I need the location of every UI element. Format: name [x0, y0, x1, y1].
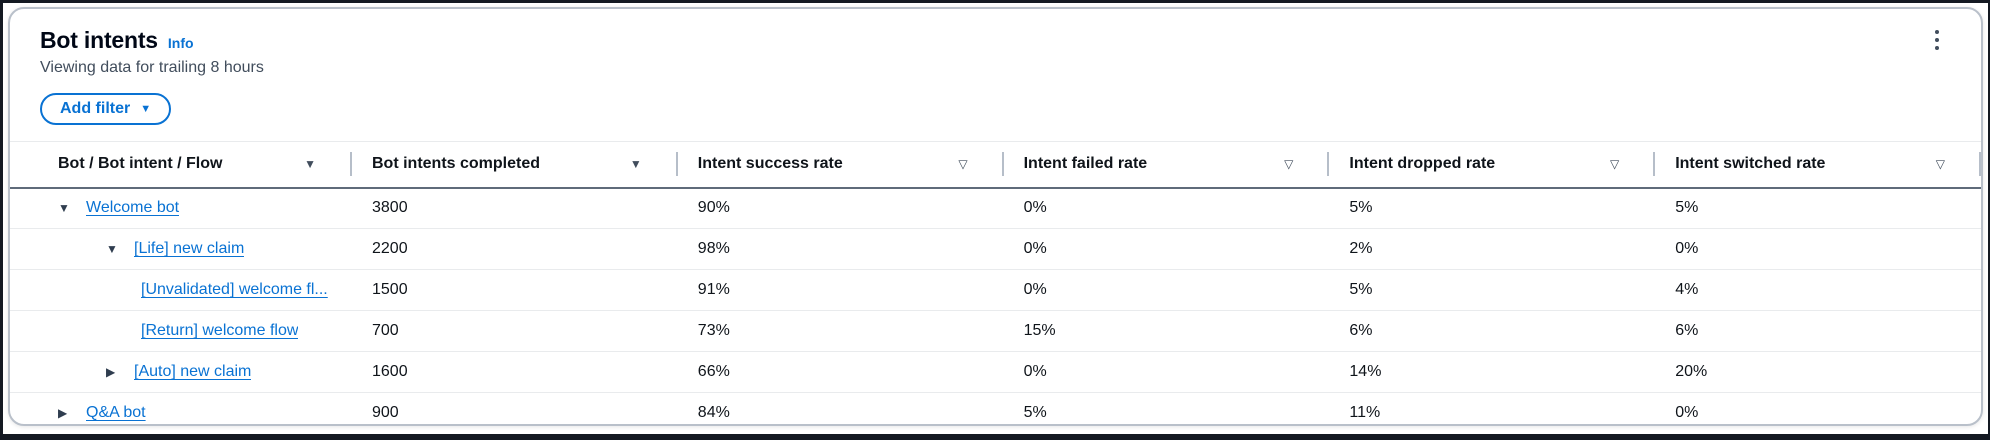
cell-bot-intent-flow: ▶ [Auto] new claim: [10, 351, 352, 393]
kebab-dot: [1935, 46, 1939, 50]
cell-dropped-rate: 2%: [1329, 228, 1656, 270]
column-label: Intent dropped rate: [1349, 155, 1496, 173]
column-filter-icon[interactable]: ▼: [304, 157, 316, 172]
trailing-period-text: Viewing data for trailing 8 hours: [40, 59, 264, 76]
table-row: ▼ [Life] new claim 2200 98% 0% 2% 0%: [10, 228, 1981, 270]
column-header: Intent dropped rate ▽: [1329, 141, 1656, 189]
cell-switched-rate: 5%: [1655, 187, 1981, 229]
tree-indent: [58, 331, 141, 332]
cell-success-rate: 73%: [677, 310, 1004, 352]
cell-bot-intent-flow: [Unvalidated] welcome fl...: [10, 269, 352, 311]
cell-dropped-rate: 11%: [1349, 404, 1381, 422]
columns-row: Bot / Bot intent / Flow ▼ Bot intents co…: [10, 141, 1981, 189]
row-link[interactable]: Welcome bot: [86, 199, 180, 217]
column-header: Intent success rate ▽: [677, 141, 1004, 189]
cell-success-rate: 66%: [677, 351, 1004, 393]
row-link[interactable]: Q&A bot: [86, 404, 146, 422]
expand-toggle-icon[interactable]: ▼: [106, 242, 118, 256]
row-link[interactable]: [Auto] new claim: [134, 363, 252, 380]
column-header: Bot / Bot intent / Flow ▼: [10, 141, 352, 189]
cell-success-rate: 91%: [677, 269, 1004, 311]
column-header: Bot intents completed ▼: [352, 141, 678, 189]
cell-dropped-rate: 5%: [1329, 187, 1656, 229]
cell-failed-rate: 0%: [1003, 187, 1330, 229]
cell-success-rate: 90%: [677, 187, 1004, 229]
cell-switched-rate: 4%: [1655, 269, 1981, 311]
cell-intents-completed: 900: [372, 404, 399, 422]
column-filter-icon[interactable]: ▽: [958, 157, 968, 172]
cell-dropped-rate: 6%: [1329, 310, 1656, 352]
column-label: Bot / Bot intent / Flow: [58, 155, 223, 173]
column-header: Intent switched rate ▽: [1655, 141, 1981, 189]
tree-indent: [58, 290, 141, 291]
cell-intents-completed: 1500: [352, 269, 678, 311]
table-row: [Unvalidated] welcome fl... 1500 91% 0% …: [10, 269, 1981, 311]
cell-switched-rate: 0%: [1655, 228, 1981, 270]
cell-failed-rate: 0%: [1003, 351, 1330, 393]
column-filter-icon[interactable]: ▽: [1609, 157, 1620, 172]
panel-header: Bot intents Info Viewing data for traili…: [10, 9, 1981, 77]
column-filter-icon[interactable]: ▽: [1935, 157, 1945, 172]
expand-toggle-icon[interactable]: ▶: [58, 406, 68, 421]
column-header: Intent failed rate ▽: [1003, 141, 1330, 189]
bot-intents-table: Bot / Bot intent / Flow ▼ Bot intents co…: [10, 141, 1981, 425]
cell-failed-rate: 0%: [1003, 228, 1330, 270]
column-label: Intent failed rate: [1023, 155, 1148, 173]
cell-intents-completed: 1600: [352, 351, 678, 393]
cell-dropped-rate: 5%: [1329, 269, 1656, 311]
cell-success-rate: 98%: [677, 228, 1004, 270]
info-link[interactable]: Info: [167, 35, 194, 51]
cell-failed-rate: 0%: [1003, 269, 1330, 311]
table-row: ▶ Q&A bot 900 84% 5% 11% 0%: [10, 393, 1981, 425]
kebab-menu-button[interactable]: [1921, 23, 1953, 57]
cell-bot-intent-flow: ▼ [Life] new claim: [10, 228, 352, 270]
cell-success-rate: 84%: [697, 404, 730, 422]
table-row: [Return] welcome flow 700 73% 15% 6% 6%: [10, 310, 1981, 352]
cell-switched-rate: 6%: [1655, 310, 1981, 352]
expand-toggle-icon[interactable]: ▶: [106, 365, 116, 379]
column-label: Bot intents completed: [372, 155, 541, 173]
cell-failed-rate: 5%: [1023, 404, 1047, 422]
cell-intents-completed: 3800: [352, 187, 678, 229]
row-link[interactable]: [Unvalidated] welcome fl...: [141, 281, 328, 298]
cell-dropped-rate: 14%: [1329, 351, 1656, 393]
cell-intents-completed: 2200: [352, 228, 678, 270]
cell-bot-intent-flow: ▶ Q&A bot: [10, 393, 352, 425]
kebab-dot: [1935, 38, 1939, 42]
chevron-down-icon: ▼: [140, 102, 152, 115]
cell-bot-intent-flow: [Return] welcome flow: [10, 310, 352, 352]
cell-intents-completed: 700: [352, 310, 678, 352]
row-link[interactable]: [Return] welcome flow: [141, 322, 299, 339]
tree-indent: [58, 249, 106, 250]
cell-switched-rate: 0%: [1675, 404, 1699, 422]
kebab-dot: [1935, 30, 1939, 34]
tree-indent: [58, 372, 106, 373]
page-title: Bot intents: [40, 27, 158, 53]
column-label: Intent switched rate: [1675, 155, 1826, 173]
table-row: ▼ Welcome bot 3800 90% 0% 5% 5%: [10, 187, 1981, 229]
add-filter-label: Add filter: [60, 100, 131, 117]
column-label: Intent success rate: [697, 155, 843, 173]
table-row: ▶ [Auto] new claim 1600 66% 0% 14% 20%: [10, 351, 1981, 393]
cell-switched-rate: 20%: [1655, 351, 1981, 393]
cell-bot-intent-flow: ▼ Welcome bot: [10, 187, 352, 229]
row-link[interactable]: [Life] new claim: [134, 240, 245, 257]
table-body: ▼ Welcome bot 3800 90% 0% 5% 5% ▼ [Life]…: [10, 187, 1981, 425]
column-filter-icon[interactable]: ▽: [1284, 157, 1294, 172]
expand-toggle-icon[interactable]: ▼: [58, 201, 70, 216]
cell-failed-rate: 15%: [1003, 310, 1330, 352]
column-filter-icon[interactable]: ▼: [629, 157, 642, 172]
bot-intents-panel: Bot intents Info Viewing data for traili…: [8, 7, 1983, 426]
add-filter-button[interactable]: Add filter ▼: [40, 93, 172, 125]
